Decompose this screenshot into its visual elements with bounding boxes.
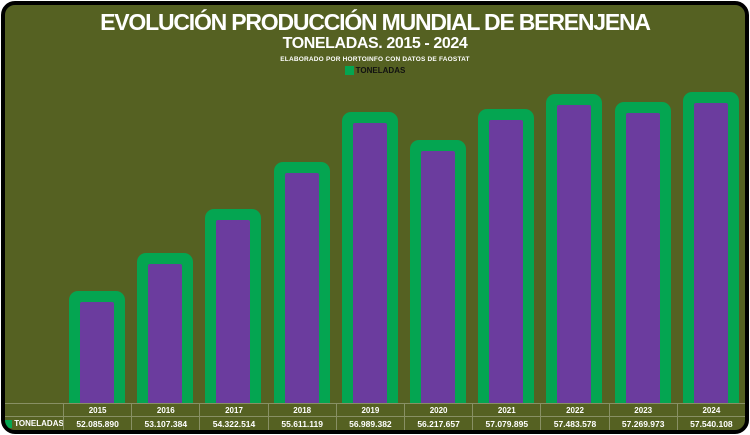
year-cell-2022: 2022: [540, 404, 608, 416]
bar-2023: [614, 102, 671, 403]
bar-fill-2020: [421, 151, 456, 403]
year-cell-2016: 2016: [131, 404, 199, 416]
legend-label: TONELADAS: [355, 66, 406, 76]
data-table: 2015 2016 2017 2018 2019 2020 2021 2022 2023 2024…: [5, 403, 745, 430]
bar-2024: [682, 92, 739, 403]
bar-fill-2022: [557, 105, 592, 403]
bar-column-2015: [63, 75, 131, 403]
bar-column-2023: [609, 75, 677, 403]
bar-column-2016: [131, 75, 199, 403]
bar-fill-2024: [693, 103, 728, 403]
year-header-row: 2015 2016 2017 2018 2019 2020 2021 2022 2023 2024: [5, 403, 745, 416]
bar-column-2024: [677, 75, 745, 403]
corner-empty-cell: [5, 404, 63, 416]
bar-fill-2019: [352, 123, 387, 403]
bar-2020: [410, 140, 467, 403]
value-cell-2018: 55.611.119: [267, 417, 336, 430]
bar-column-2021: [472, 75, 540, 403]
year-cell-2023: 2023: [608, 404, 677, 416]
year-cell-2021: 2021: [472, 404, 540, 416]
value-cell-2016: 53.107.384: [131, 417, 199, 430]
bar-fill-2017: [216, 220, 251, 403]
chart-title: EVOLUCIÓN PRODUCCIÓN MUNDIAL DE BERENJEN…: [100, 9, 651, 35]
bar-column-2020: [404, 75, 472, 403]
table-legend-label: TONELADAS: [14, 419, 63, 428]
bar-fill-2023: [625, 113, 660, 403]
bar-fill-2021: [489, 120, 524, 403]
table-legend-swatch-icon: [5, 419, 13, 428]
bar-column-2022: [540, 75, 608, 403]
value-cell-2015: 52.085.890: [63, 417, 131, 430]
bar-2018: [273, 162, 330, 403]
plot-left-spacer: [5, 75, 63, 403]
bar-column-2017: [199, 75, 267, 403]
bar-fill-2016: [148, 264, 183, 403]
value-cell-2024: 57.540.108: [676, 417, 745, 430]
chart-header: EVOLUCIÓN PRODUCCIÓN MUNDIAL DE BERENJEN…: [5, 5, 745, 76]
year-cell-2019: 2019: [335, 404, 404, 416]
value-cell-2021: 57.079.895: [472, 417, 540, 430]
year-cell-2018: 2018: [267, 404, 336, 416]
bar-2015: [69, 291, 126, 403]
chart-subtitle: TONELADAS. 2015 - 2024: [282, 35, 468, 53]
year-cell-2020: 2020: [403, 404, 472, 416]
bar-fill-2015: [80, 302, 115, 403]
value-cell-2019: 56.989.382: [335, 417, 404, 430]
bar-column-2019: [336, 75, 404, 403]
bar-2016: [137, 253, 194, 403]
chart-source-note: ELABORADO POR HORTOINFO CON DATOS DE FAO…: [280, 56, 470, 64]
bar-column-2018: [268, 75, 336, 403]
value-cell-2023: 57.269.973: [608, 417, 677, 430]
bar-fill-2018: [284, 173, 319, 403]
year-cell-2015: 2015: [63, 404, 131, 416]
bar-2017: [205, 209, 262, 403]
value-cell-2017: 54.322.514: [199, 417, 267, 430]
chart-legend: TONELADAS: [5, 66, 745, 76]
value-cell-2022: 57.483.578: [540, 417, 608, 430]
year-cell-2024: 2024: [676, 404, 745, 416]
table-legend-cell: TONELADAS: [5, 417, 63, 430]
bar-2019: [341, 112, 398, 403]
year-cell-2017: 2017: [199, 404, 267, 416]
value-row: TONELADAS 52.085.890 53.107.384 54.322.514…: [5, 416, 745, 430]
bar-2021: [478, 109, 535, 403]
legend-swatch-icon: [344, 66, 354, 76]
value-cell-2020: 56.217.657: [403, 417, 472, 430]
bar-2022: [546, 94, 603, 403]
plot-area: [5, 75, 745, 403]
